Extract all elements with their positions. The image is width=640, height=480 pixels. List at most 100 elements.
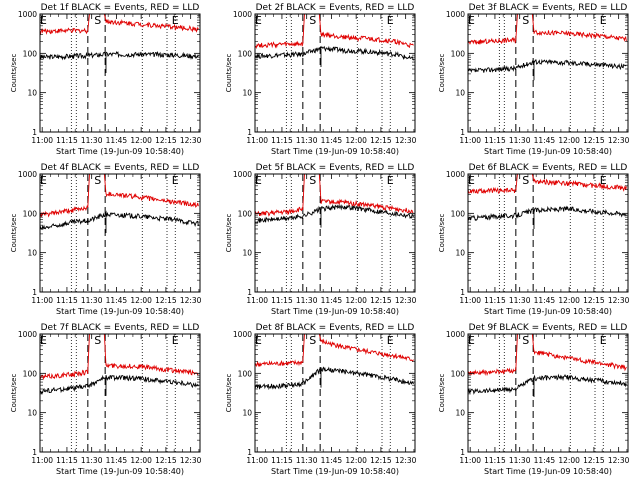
y-tick-label: 10 (27, 89, 37, 98)
events-series-line (39, 50, 199, 61)
x-tick-label: 11:15 (271, 136, 293, 145)
x-tick-label: 12:30 (608, 296, 630, 305)
y-tick-label: 100 (238, 369, 253, 378)
x-tick-label: 12:00 (130, 136, 152, 145)
event-marker-e: E (40, 334, 47, 347)
x-tick-label: 11:45 (321, 136, 343, 145)
event-marker-e: E (172, 14, 179, 27)
x-tick-label: 11:00 (31, 456, 53, 465)
y-tick-label: 1000 (18, 10, 37, 19)
lld-series-line (254, 173, 414, 217)
events-series-line (467, 58, 627, 73)
x-tick-label: 12:30 (180, 296, 202, 305)
x-tick-label: 12:15 (155, 136, 177, 145)
x-tick-label: 11:30 (296, 296, 318, 305)
x-tick-label: 11:45 (106, 136, 128, 145)
y-tick-label: 1 (247, 128, 252, 137)
y-axis-label: Counts/sec (438, 214, 446, 253)
y-axis-label: Counts/sec (225, 54, 233, 93)
event-marker-s: S (309, 334, 316, 347)
lld-series-line (467, 333, 627, 377)
y-axis-label: Counts/sec (10, 374, 18, 413)
event-marker-e: E (255, 174, 262, 187)
events-series-line (254, 203, 414, 224)
y-tick-label: 1 (460, 128, 465, 137)
y-axis-label: Counts/sec (438, 374, 446, 413)
y-tick-label: 10 (27, 249, 37, 258)
x-tick-label: 11:15 (271, 296, 293, 305)
x-tick-label: 11:45 (534, 136, 556, 145)
event-marker-e: E (468, 14, 475, 27)
x-tick-label: 12:00 (345, 296, 367, 305)
plot-frame (467, 173, 629, 293)
event-marker-e: E (172, 174, 179, 187)
y-tick-label: 1000 (233, 170, 252, 179)
x-axis-label: Start Time (19-Jun-09 10:58:40) (484, 147, 612, 156)
x-tick-label: 12:15 (370, 296, 392, 305)
panel-title: Det 4f BLACK = Events, RED = LLD (41, 163, 200, 173)
y-tick-label: 1000 (18, 330, 37, 339)
plot-frame (39, 13, 201, 133)
x-axis-label: Start Time (19-Jun-09 10:58:40) (484, 467, 612, 476)
x-tick-label: 12:30 (180, 136, 202, 145)
event-marker-e: E (255, 334, 262, 347)
x-tick-label: 12:15 (583, 296, 605, 305)
x-tick-label: 11:30 (509, 136, 531, 145)
y-tick-label: 1000 (233, 10, 252, 19)
lld-series-line (39, 13, 199, 35)
panel-title: Det 3f BLACK = Events, RED = LLD (469, 3, 628, 13)
x-axis-label: Start Time (19-Jun-09 10:58:40) (271, 467, 399, 476)
y-tick-label: 1 (460, 448, 465, 457)
y-tick-label: 100 (23, 49, 38, 58)
event-marker-s: S (309, 14, 316, 27)
x-axis-label: Start Time (19-Jun-09 10:58:40) (56, 467, 184, 476)
y-tick-label: 10 (455, 89, 465, 98)
x-axis-label: Start Time (19-Jun-09 10:58:40) (56, 307, 184, 316)
event-marker-s: S (94, 14, 101, 27)
x-tick-label: 12:15 (155, 456, 177, 465)
x-tick-label: 12:00 (130, 296, 152, 305)
x-tick-label: 11:00 (459, 456, 481, 465)
x-tick-label: 12:15 (370, 136, 392, 145)
x-tick-label: 11:45 (321, 296, 343, 305)
y-tick-label: 1000 (446, 170, 465, 179)
lld-series-line (255, 13, 414, 50)
events-series-line (254, 45, 414, 61)
x-tick-label: 11:30 (81, 456, 103, 465)
y-tick-label: 1 (247, 448, 252, 457)
x-tick-label: 11:15 (484, 136, 506, 145)
x-tick-label: 11:45 (106, 456, 128, 465)
x-axis-label: Start Time (19-Jun-09 10:58:40) (271, 147, 399, 156)
x-tick-label: 12:00 (130, 456, 152, 465)
x-axis-label: Start Time (19-Jun-09 10:58:40) (484, 307, 612, 316)
y-tick-label: 1000 (446, 330, 465, 339)
y-tick-label: 1000 (18, 170, 37, 179)
event-marker-e: E (387, 14, 394, 27)
y-tick-label: 10 (242, 249, 252, 258)
x-tick-label: 11:30 (296, 456, 318, 465)
y-tick-label: 10 (27, 409, 37, 418)
events-series-line (39, 210, 199, 231)
x-axis-label: Start Time (19-Jun-09 10:58:40) (56, 147, 184, 156)
lld-series-line (39, 173, 199, 218)
x-tick-label: 12:30 (395, 296, 417, 305)
x-tick-label: 11:00 (31, 296, 53, 305)
event-marker-e: E (468, 334, 475, 347)
event-marker-e: E (40, 14, 47, 27)
y-axis-label: Counts/sec (10, 214, 18, 253)
x-tick-label: 12:15 (583, 456, 605, 465)
panel-det-1: Det 1f BLACK = Events, RED = LLD Counts/s… (10, 3, 202, 156)
x-tick-label: 11:00 (459, 136, 481, 145)
x-tick-label: 11:45 (106, 296, 128, 305)
y-tick-label: 10 (242, 409, 252, 418)
x-tick-label: 11:00 (31, 136, 53, 145)
event-marker-e: E (600, 174, 607, 187)
y-tick-label: 10 (242, 89, 252, 98)
event-marker-e: E (40, 174, 47, 187)
x-tick-label: 11:45 (534, 296, 556, 305)
x-tick-label: 11:30 (296, 136, 318, 145)
x-tick-label: 12:15 (155, 296, 177, 305)
events-series-line (467, 205, 627, 222)
y-axis-label: Counts/sec (225, 214, 233, 253)
y-tick-label: 10 (455, 249, 465, 258)
